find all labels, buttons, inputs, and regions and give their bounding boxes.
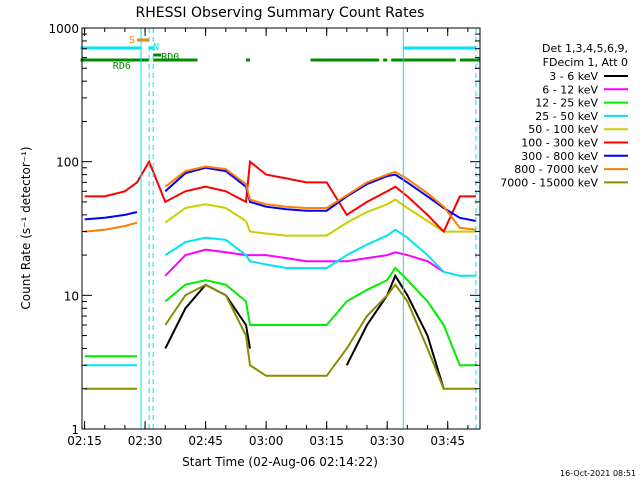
legend-entry-label: 800 - 7000 keV: [514, 163, 598, 176]
legend-entry-label: 6 - 12 keV: [542, 83, 598, 96]
flag-label: N: [153, 42, 159, 53]
legend-entry-label: 25 - 50 keV: [535, 110, 598, 123]
vertical-markers: [140, 28, 477, 429]
x-tick-label: 03:00: [249, 434, 284, 448]
plot-frame: [81, 27, 481, 430]
legend-entry-label: 50 - 100 keV: [528, 123, 598, 136]
x-axis-ticks: 02:15 02:30 02:45 03:00 03:15 03:30 03:45: [67, 28, 469, 448]
timestamp: 16-Oct-2021 08:51: [560, 469, 636, 478]
series-line: [164, 198, 476, 237]
legend-entry-label: 3 - 6 keV: [549, 70, 598, 83]
y-axis-ticks: 1 10 100 1000: [48, 22, 480, 437]
series-line: [84, 228, 476, 367]
series-line: [84, 165, 477, 233]
y-tick-label: 1000: [48, 22, 79, 36]
legend-header-line: FDecim 1, Att 0: [543, 56, 628, 69]
x-tick-label: 02:45: [188, 434, 223, 448]
series-line: [84, 266, 476, 367]
y-tick-label: 1: [71, 423, 79, 437]
x-tick-label: 03:45: [430, 434, 465, 448]
y-tick-label: 100: [56, 156, 79, 170]
legend-header-line: Det 1,3,4,5,6,9,: [542, 42, 628, 55]
series-line: [84, 283, 476, 390]
x-tick-label: 03:15: [309, 434, 344, 448]
y-axis-label: Count Rate (s⁻¹ detector⁻¹): [19, 146, 33, 309]
x-tick-label: 03:30: [370, 434, 405, 448]
series-line: [84, 166, 477, 222]
flag-label: RD0: [161, 52, 179, 63]
flag-label: RD6: [113, 61, 131, 72]
x-tick-label: 02:15: [67, 434, 102, 448]
x-axis-label: Start Time (02-Aug-06 02:14:22): [182, 455, 378, 469]
legend-entry-label: 300 - 800 keV: [521, 150, 598, 163]
legend: Det 1,3,4,5,6,9,FDecim 1, Att 03 - 6 keV…: [500, 42, 628, 189]
chart-title: RHESSI Observing Summary Count Rates: [136, 5, 425, 21]
series-line: [164, 248, 445, 277]
legend-entry-label: 12 - 25 keV: [535, 97, 598, 110]
series-lines: [84, 159, 477, 390]
y-tick-label: 10: [64, 289, 79, 303]
flag-label: S: [129, 35, 135, 46]
legend-entry-label: 7000 - 15000 keV: [500, 176, 598, 189]
series-line: [84, 159, 476, 234]
x-tick-label: 02:30: [128, 434, 163, 448]
legend-entry-label: 100 - 300 keV: [521, 137, 598, 150]
